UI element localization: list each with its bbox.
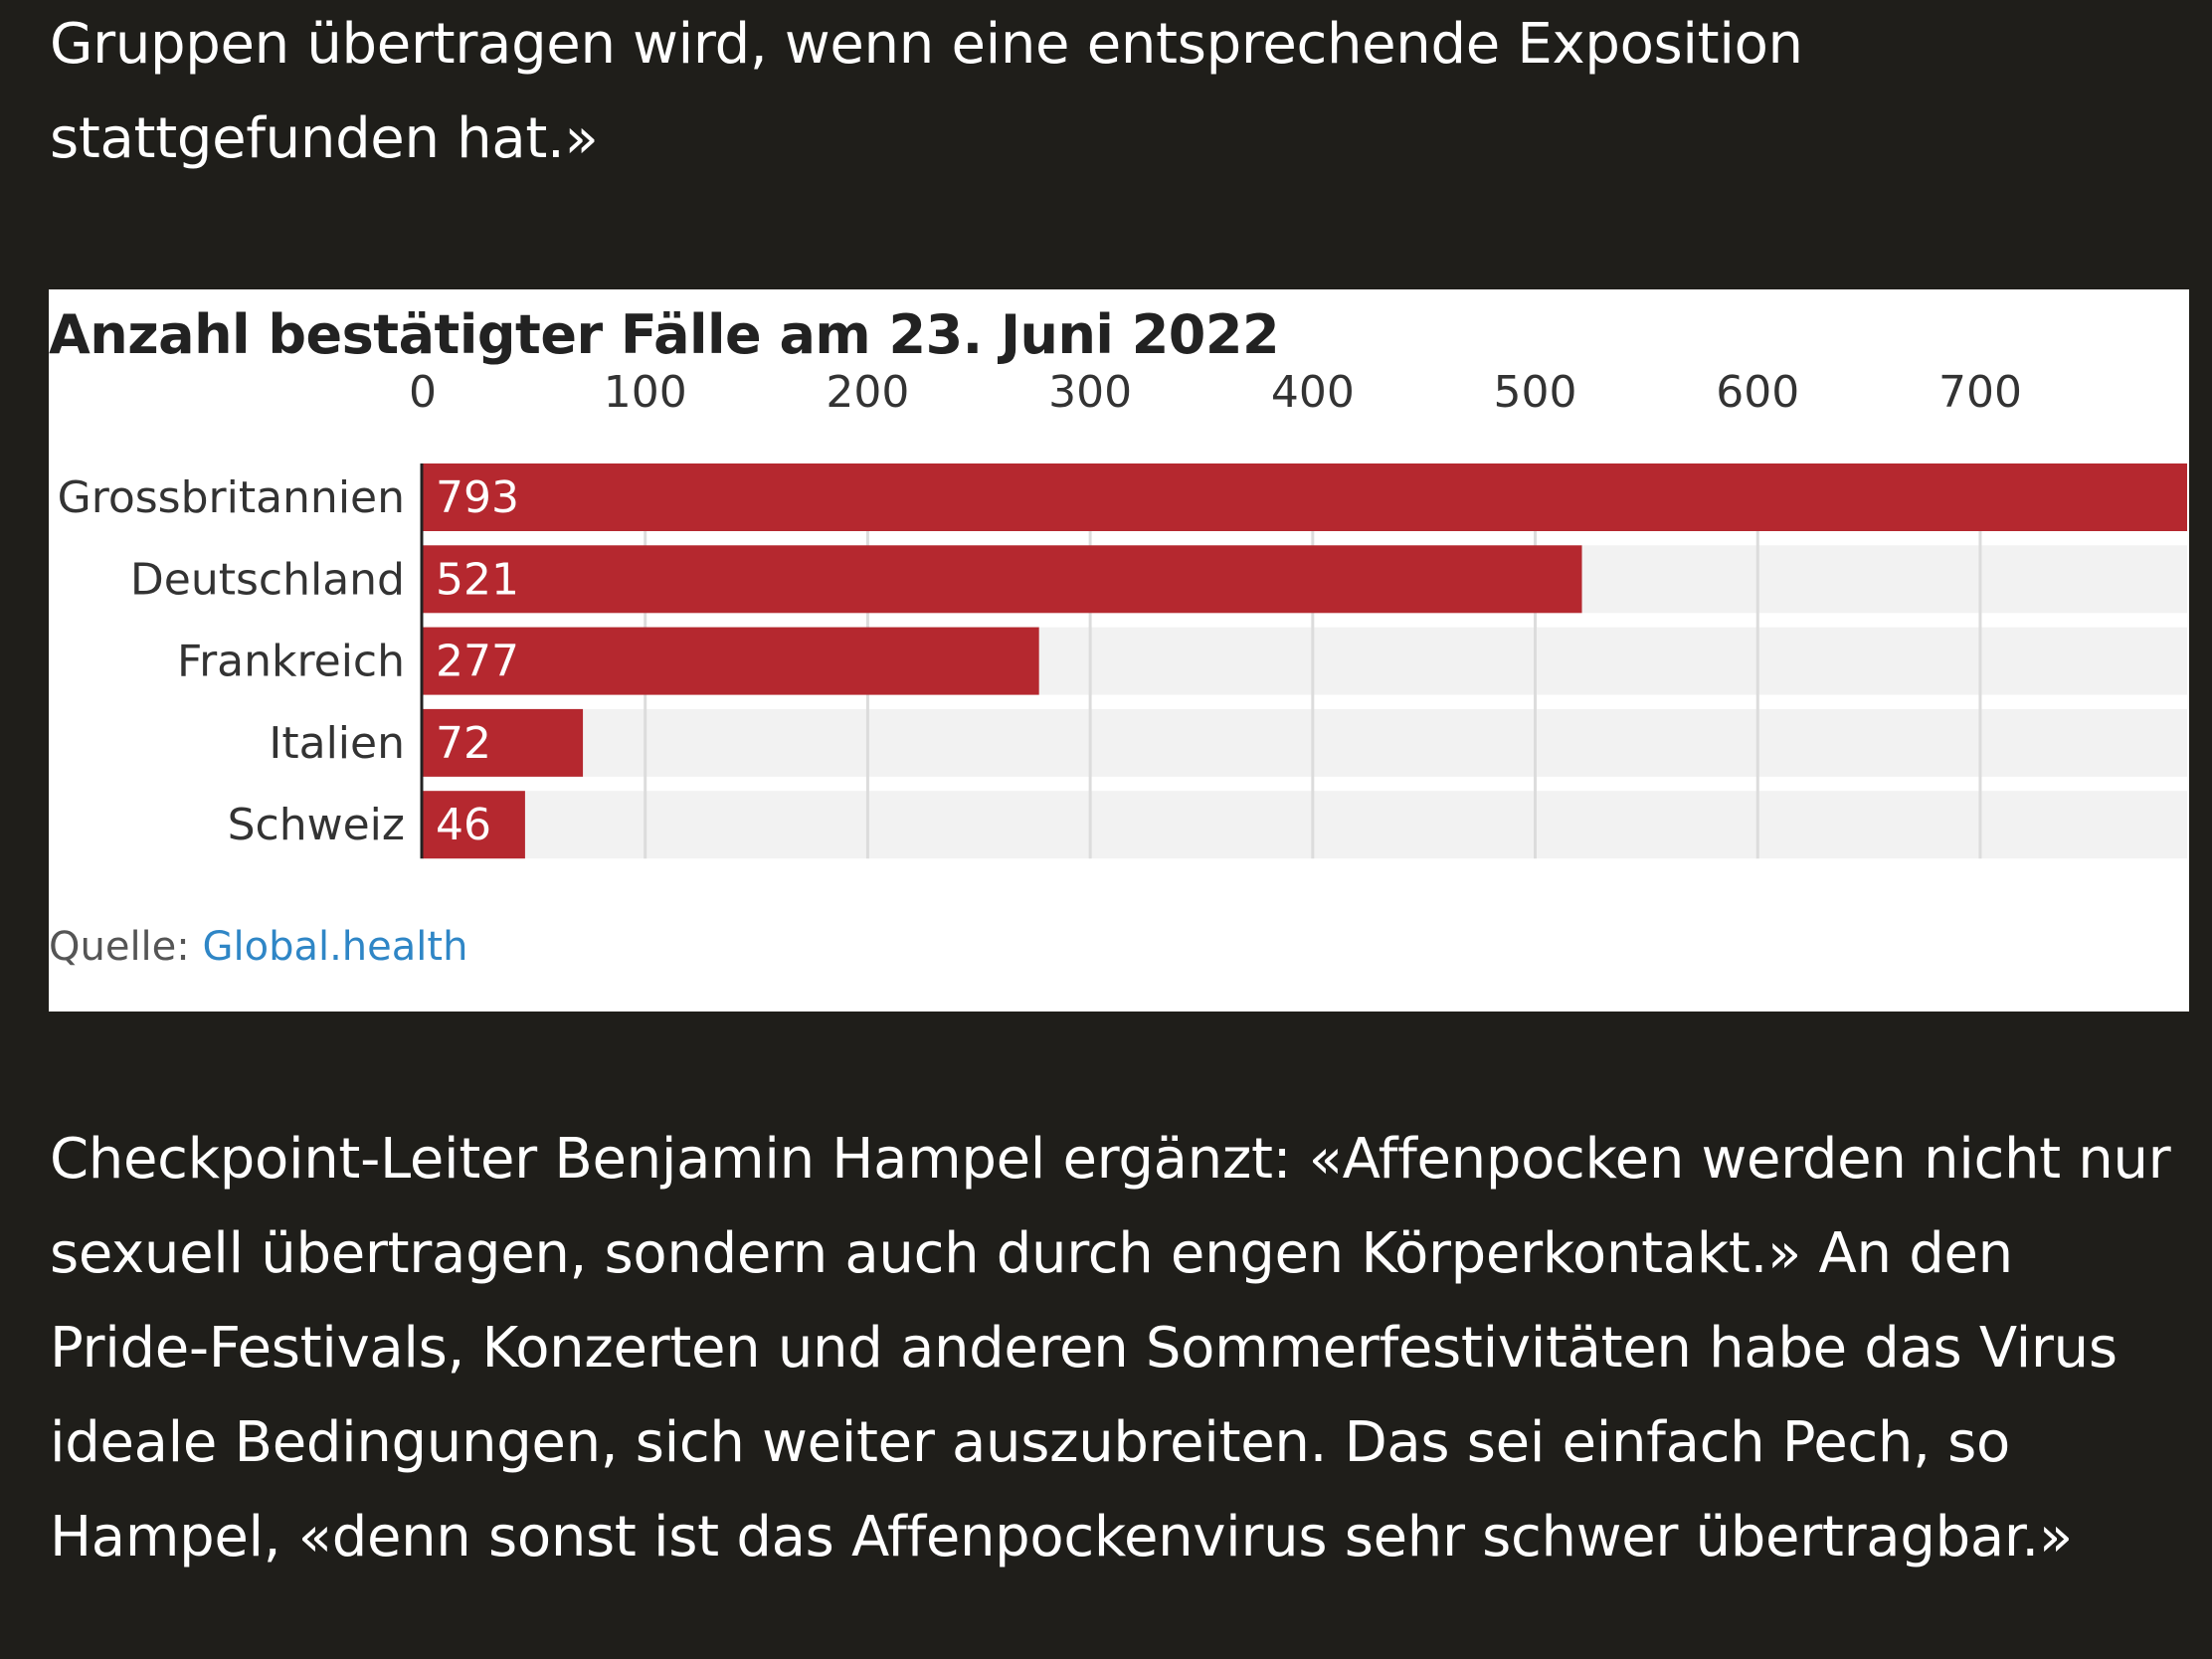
bar-value-label: 72 bbox=[436, 718, 491, 769]
x-tick-label: 600 bbox=[1716, 367, 1799, 418]
article-paragraph-top: Gruppen übertragen wird, wenn eine entsp… bbox=[50, 12, 1803, 171]
bar-value-label: 793 bbox=[436, 472, 519, 523]
category-label: Italien bbox=[269, 718, 405, 769]
bar bbox=[423, 708, 584, 777]
chart-title: Anzahl bestätigter Fälle am 23. Juni 202… bbox=[49, 303, 1280, 366]
source-link[interactable]: Global.health bbox=[202, 924, 468, 970]
bar bbox=[423, 545, 1582, 614]
x-tick-label: 400 bbox=[1271, 367, 1355, 418]
x-tick-label: 0 bbox=[409, 367, 437, 418]
source-label: Quelle: bbox=[49, 924, 190, 970]
bar bbox=[423, 463, 2187, 531]
category-label: Schweiz bbox=[228, 800, 405, 850]
bar-value-label: 521 bbox=[436, 554, 519, 605]
bar bbox=[423, 791, 525, 859]
chart-card: Anzahl bestätigter Fälle am 23. Juni 202… bbox=[49, 289, 2189, 1012]
category-label: Frankreich bbox=[177, 637, 405, 687]
bar-chart: 0 100 200 300 400 500 600 700 Grossbritannien De… bbox=[58, 367, 2187, 859]
article-paragraph-bottom: Checkpoint-Leiter Benjamin Hampel ergänz… bbox=[50, 1127, 2171, 1569]
chart-source: Quelle: Global.health bbox=[49, 924, 467, 970]
x-tick-label: 100 bbox=[604, 367, 687, 418]
bar bbox=[423, 627, 1039, 695]
x-tick-label: 300 bbox=[1048, 367, 1132, 418]
bar-track bbox=[423, 708, 2187, 777]
bar-track bbox=[423, 791, 2187, 859]
x-tick-label: 500 bbox=[1494, 367, 1577, 418]
category-label: Deutschland bbox=[130, 554, 405, 605]
category-label: Grossbritannien bbox=[58, 472, 405, 523]
bar-value-label: 46 bbox=[436, 800, 491, 850]
x-tick-label: 700 bbox=[1938, 367, 2022, 418]
x-tick-label: 200 bbox=[826, 367, 909, 418]
bar-value-label: 277 bbox=[436, 637, 519, 687]
